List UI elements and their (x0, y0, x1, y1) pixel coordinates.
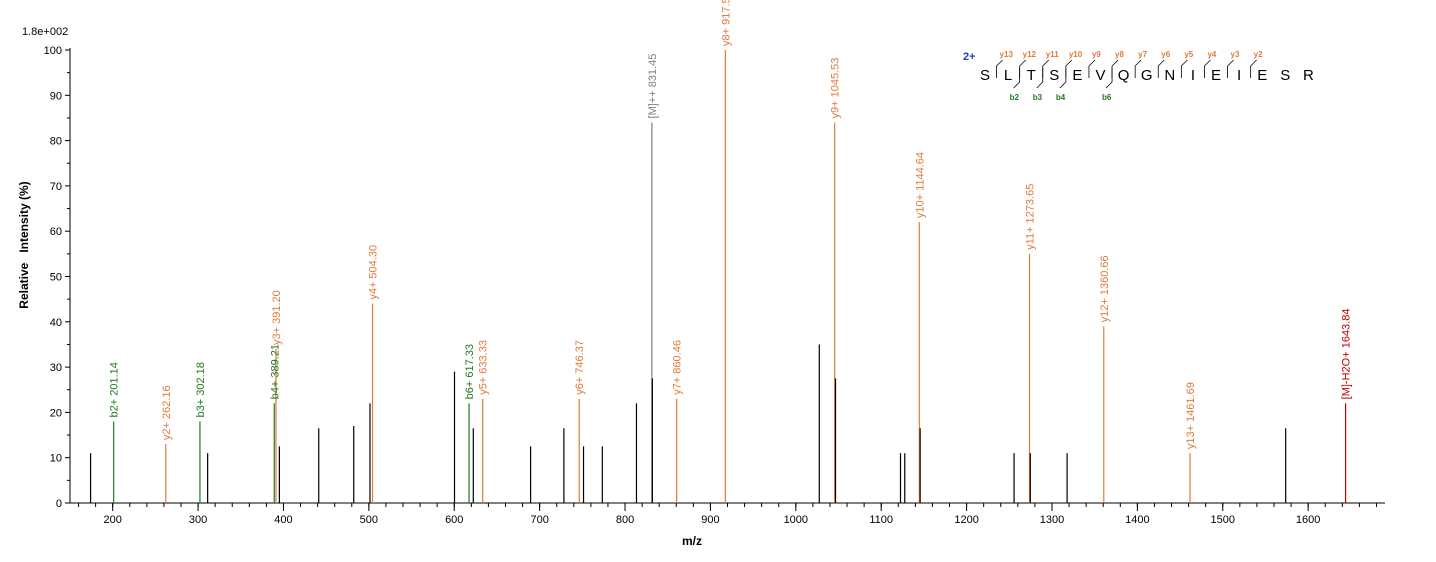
peak-label: [M]-H2O+ 1643.84 (1341, 309, 1353, 400)
x-tick-label: 1300 (1040, 514, 1064, 526)
peak-label: [M]++ 831.45 (647, 54, 659, 119)
x-tick-label: 300 (189, 514, 207, 526)
x-tick-label: 200 (104, 514, 122, 526)
x-tick-label: 1400 (1125, 514, 1149, 526)
y-ion-marker (1180, 59, 1188, 78)
x-tick-label: 1600 (1296, 514, 1320, 526)
intensity-scale-label: 1.8e+002 (22, 26, 68, 38)
sequence-residue: R (1303, 67, 1314, 84)
sequence-residue: S (1049, 67, 1059, 84)
peak-label: y6+ 746.37 (574, 340, 586, 395)
peak-labels-layer: b2+ 201.14 y2+ 262.16 b3+ 302.18 b4+ 389.21… (109, 0, 1353, 449)
y-tick-label: 90 (50, 90, 62, 102)
sequence-residue: S (980, 67, 990, 84)
y-ion-marker (1204, 59, 1211, 78)
b-ion-label: b2 (1010, 93, 1020, 102)
peak-label: y8+ 917.50 (720, 0, 732, 46)
peak-label: y12+ 1360.66 (1099, 255, 1111, 322)
sequence-residue: I (1191, 67, 1195, 84)
y-tick-label: 80 (50, 136, 62, 148)
y-ion-label: y5 (1184, 50, 1193, 59)
peaks-layer (89, 50, 1347, 503)
peak-label: y3+ 391.20 (271, 290, 283, 345)
x-tick-label: 600 (445, 514, 463, 526)
y-ion-marker (1042, 59, 1050, 78)
y-ion-label: y6 (1161, 50, 1170, 59)
y-tick-label: 100 (44, 45, 62, 57)
sequence-residue: G (1141, 67, 1153, 84)
sequence-residue: E (1257, 67, 1267, 84)
y-ion-label: y4 (1207, 50, 1216, 59)
peak-label: y9+ 1045.53 (830, 58, 842, 119)
x-tick-label: 1100 (869, 514, 893, 526)
y-ion-label: y10 (1069, 50, 1083, 59)
y-ion-label: y8 (1115, 50, 1124, 59)
y-ion-label: y13 (1000, 50, 1014, 59)
y-ion-label: y11 (1046, 50, 1059, 59)
y-tick-label: 20 (50, 407, 62, 419)
sequence-residue: Q (1118, 67, 1130, 84)
peak-label: y10+ 1144.64 (914, 152, 926, 218)
sequence-residue: L (1004, 67, 1012, 84)
peak-label: y11+ 1273.65 (1024, 184, 1036, 250)
y-ion-marker (1227, 59, 1234, 78)
x-tick-label: 900 (701, 514, 719, 526)
y-ion-label: y9 (1092, 50, 1101, 59)
b-ion-label: b4 (1056, 93, 1066, 102)
y-ion-marker (1019, 59, 1026, 78)
peak-label: b3+ 302.18 (195, 362, 207, 417)
x-axis-title: m/z (682, 534, 702, 548)
x-tick-label: 500 (360, 514, 378, 526)
y-tick-label: 50 (50, 272, 62, 284)
sequence-residue: S (1280, 67, 1290, 84)
peak-label: b4+ 389.21 (269, 344, 281, 399)
y-ion-label: y12 (1023, 50, 1037, 59)
y-tick-label: 60 (50, 226, 62, 238)
y-ion-marker (1065, 59, 1073, 78)
y-tick-label: 70 (50, 181, 62, 193)
sequence-residue: I (1237, 67, 1241, 84)
y-ion-marker (1157, 59, 1165, 78)
y-ion-label: y3 (1231, 50, 1240, 59)
y-ion-marker (996, 59, 1003, 78)
sequence-residue: E (1072, 67, 1082, 84)
peak-label: y5+ 633.33 (478, 340, 490, 395)
b-ion-marker (1059, 68, 1067, 89)
peak-label: b6+ 617.33 (464, 344, 476, 399)
y-axis-title: Relative Intensity (%) (17, 181, 31, 308)
peak-label: y2+ 262.16 (161, 385, 173, 440)
y-tick-label: 0 (56, 498, 62, 510)
sequence-residue: N (1164, 67, 1175, 84)
b-ion-label: b6 (1102, 93, 1112, 102)
b-ion-label: b3 (1033, 93, 1043, 102)
peak-label: b2+ 201.14 (109, 362, 121, 417)
b-ion-marker (1036, 68, 1044, 89)
peak-label: y4+ 504.30 (368, 245, 380, 300)
charge-state-label: 2+ (963, 51, 976, 63)
y-ion-marker (1250, 59, 1257, 78)
x-tick-label: 800 (616, 514, 634, 526)
y-tick-label: 10 (50, 453, 62, 465)
y-ion-marker (1088, 59, 1096, 78)
y-tick-label: 30 (50, 362, 62, 374)
peak-label: y13+ 1461.69 (1185, 382, 1197, 449)
axes: 0 10 20 30 40 50 60 70 80 90 100 200 300 400 500 600 700… (44, 45, 1385, 526)
x-tick-label: 1000 (784, 514, 808, 526)
x-tick-label: 1200 (954, 514, 978, 526)
y-tick-label: 40 (50, 317, 62, 329)
sequence-residue: T (1027, 67, 1036, 84)
b-ion-marker (1105, 68, 1113, 89)
x-tick-label: 400 (274, 514, 292, 526)
x-tick-label: 1500 (1211, 514, 1235, 526)
y-ion-marker (1134, 59, 1142, 78)
sequence-residue: V (1095, 67, 1105, 84)
sequence-residue: E (1211, 67, 1221, 84)
y-ion-label: y7 (1138, 50, 1147, 59)
peak-label: y7+ 860.46 (672, 340, 684, 395)
b-ion-marker (1013, 68, 1021, 89)
x-tick-label: 700 (530, 514, 548, 526)
y-ion-label: y2 (1254, 50, 1263, 59)
